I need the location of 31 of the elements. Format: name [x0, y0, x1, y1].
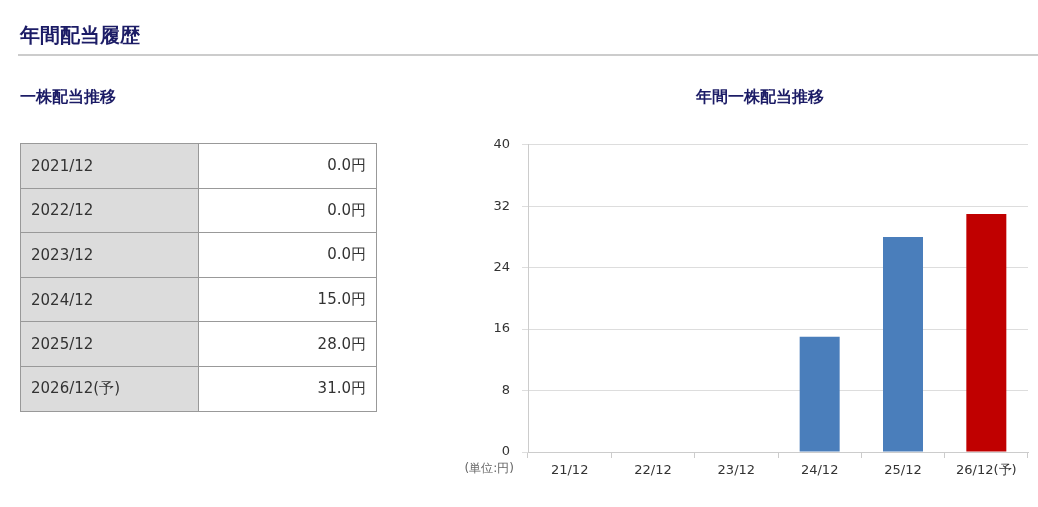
- bar: [966, 213, 1007, 452]
- text: 0.0円: [327, 200, 366, 219]
- category-label: 2024/12: [31, 290, 94, 309]
- x-tick-label: 24/12: [800, 462, 839, 478]
- text: 一株配当推移: [20, 86, 116, 108]
- x-tick-label: 22/12: [634, 462, 672, 478]
- text: 31.0円: [317, 379, 366, 398]
- category-label: 2025/12: [31, 335, 94, 354]
- chart-title: 年間一株配当推移: [695, 87, 825, 107]
- category-label: 2022/12: [31, 201, 94, 220]
- text: 0.0円: [327, 156, 366, 175]
- category-label: 2023/12: [31, 245, 94, 264]
- y-tick-label: 32: [493, 197, 510, 213]
- text: 年間配当履歴: [20, 22, 140, 49]
- x-tick-label: 26/12(予): [956, 462, 1017, 478]
- y-tick-label: 16: [493, 320, 510, 336]
- bar: [799, 336, 840, 452]
- y-tick-label: 24: [493, 259, 510, 275]
- y-tick-label: 0: [501, 443, 510, 459]
- text: 28.0円: [317, 334, 366, 353]
- bar: [883, 236, 923, 452]
- category-label: 2021/12: [31, 156, 94, 175]
- x-tick-label: 25/12: [884, 462, 922, 478]
- text: 15.0円: [317, 290, 366, 309]
- text: 0.0円: [327, 245, 366, 264]
- y-tick-label: 8: [501, 381, 510, 397]
- x-tick-label: 21/12: [550, 462, 589, 478]
- y-tick-label: 40: [493, 136, 510, 152]
- x-tick-label: 23/12: [717, 462, 756, 478]
- y-axis-title: (単位:円): [464, 461, 514, 476]
- category-label: 2026/12(予): [31, 379, 121, 398]
